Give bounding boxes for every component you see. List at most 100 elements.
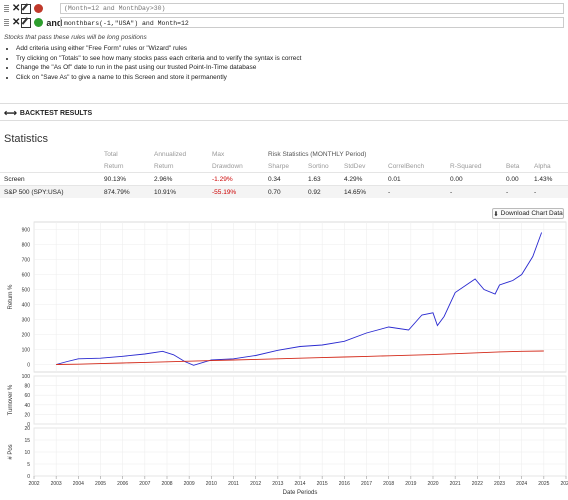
x-axis-label: Date Periods bbox=[283, 490, 318, 496]
cell-total: 874.79% bbox=[104, 185, 154, 198]
row-name: S&P 500 (SPY:USA) bbox=[0, 185, 104, 198]
header-sortino: Sortino bbox=[308, 162, 329, 170]
chart-panel-frame bbox=[33, 221, 567, 373]
cell-rsq: - bbox=[450, 185, 506, 198]
tip-item: Change the "As Of" date to run in the pa… bbox=[16, 63, 301, 73]
edit-icon[interactable] bbox=[21, 3, 32, 14]
and-label: and bbox=[46, 17, 63, 28]
x-tick-label: 2026 bbox=[560, 481, 568, 487]
x-tick-label: 2007 bbox=[139, 481, 150, 487]
rule-row-2: ✕ and bbox=[4, 16, 66, 29]
header-annualized: Annualized bbox=[154, 150, 187, 158]
y-tick-label: 5 bbox=[27, 462, 30, 468]
download-chart-data-button[interactable]: ⬇ Download Chart Data bbox=[492, 208, 564, 219]
y-tick-label: 40 bbox=[24, 403, 30, 409]
x-tick-label: 2005 bbox=[95, 481, 106, 487]
cell-sharpe: 0.70 bbox=[268, 185, 308, 198]
x-tick-label: 2016 bbox=[339, 481, 350, 487]
x-tick-label: 2022 bbox=[472, 481, 483, 487]
tip-item: Try clicking on "Totals" to see how many… bbox=[16, 54, 301, 64]
header-max: Max bbox=[212, 150, 225, 158]
backtest-label: BACKTEST RESULTS bbox=[19, 110, 93, 117]
cell-sharpe: 0.34 bbox=[268, 172, 308, 186]
y-axis-label: Return % bbox=[8, 284, 14, 310]
cell-correl: - bbox=[388, 185, 450, 198]
cell-beta: - bbox=[506, 185, 534, 198]
screen-return-line bbox=[56, 232, 543, 366]
header-rsquared: R-Squared bbox=[450, 162, 482, 170]
statistics-title: Statistics bbox=[4, 133, 49, 145]
table-row: S&P 500 (SPY:USA) 874.79% 10.91% -55.19%… bbox=[0, 185, 568, 198]
y-tick-label: 80 bbox=[24, 384, 30, 390]
x-tick-label: 2024 bbox=[516, 481, 527, 487]
y-tick-label: 100 bbox=[22, 348, 31, 354]
cell-correl: 0.01 bbox=[388, 172, 450, 186]
y-tick-label: 0 bbox=[27, 363, 30, 369]
x-tick-label: 2003 bbox=[51, 481, 62, 487]
rule-input-1[interactable] bbox=[60, 3, 564, 14]
tip-item: Click on "Save As" to give a name to thi… bbox=[16, 73, 301, 83]
header-alpha: Alpha bbox=[534, 162, 551, 170]
x-tick-label: 2004 bbox=[73, 481, 84, 487]
x-tick-label: 2012 bbox=[250, 481, 261, 487]
header-beta: Beta bbox=[506, 162, 520, 170]
cell-stddev: 4.29% bbox=[344, 172, 388, 186]
y-tick-label: 10 bbox=[24, 450, 30, 456]
cell-stddev: 14.65% bbox=[344, 185, 388, 198]
divider bbox=[0, 120, 568, 121]
y-tick-label: 200 bbox=[22, 333, 31, 339]
download-icon: ⬇ bbox=[493, 210, 499, 218]
download-label: Download Chart Data bbox=[500, 210, 563, 217]
tip-item: Add criteria using either "Free Form" ru… bbox=[16, 44, 301, 54]
y-tick-label: 600 bbox=[22, 273, 31, 279]
close-icon[interactable]: ✕ bbox=[12, 2, 21, 14]
backtest-toggle[interactable]: ⟷ BACKTEST RESULTS bbox=[4, 108, 92, 119]
status-dot-icon bbox=[34, 4, 44, 13]
x-tick-label: 2014 bbox=[294, 481, 305, 487]
x-tick-label: 2006 bbox=[117, 481, 128, 487]
cell-annual: 10.91% bbox=[154, 185, 212, 198]
x-tick-label: 2011 bbox=[228, 481, 239, 487]
risk-stats-header: Risk Statistics (MONTHLY Period) bbox=[268, 150, 367, 158]
drag-handle-icon[interactable] bbox=[4, 5, 9, 12]
y-tick-label: 20 bbox=[24, 426, 30, 432]
header-stddev: StdDev bbox=[344, 162, 366, 170]
x-tick-label: 2010 bbox=[206, 481, 217, 487]
y-tick-label: 500 bbox=[22, 288, 31, 294]
x-tick-label: 2023 bbox=[494, 481, 505, 487]
cell-maxdd: -1.29% bbox=[212, 172, 268, 186]
cell-alpha: - bbox=[534, 185, 568, 198]
table-row: Screen 90.13% 2.96% -1.29% 0.34 1.63 4.2… bbox=[0, 172, 568, 186]
cell-annual: 2.96% bbox=[154, 172, 212, 186]
x-tick-label: 2017 bbox=[361, 481, 372, 487]
x-tick-label: 2015 bbox=[317, 481, 328, 487]
y-axis-label: # Pos bbox=[8, 444, 14, 459]
cell-beta: 0.00 bbox=[506, 172, 534, 186]
y-axis-label: Turnover % bbox=[8, 384, 14, 415]
x-tick-label: 2019 bbox=[405, 481, 416, 487]
statistics-table: Total Annualized Max Risk Statistics (MO… bbox=[0, 148, 568, 198]
y-tick-label: 400 bbox=[22, 303, 31, 309]
header-sharpe: Sharpe bbox=[268, 162, 289, 170]
x-tick-label: 2021 bbox=[450, 481, 461, 487]
row-name: Screen bbox=[0, 172, 104, 186]
y-tick-label: 15 bbox=[24, 438, 30, 444]
y-tick-label: 700 bbox=[22, 258, 31, 264]
cell-sortino: 1.63 bbox=[308, 172, 344, 186]
y-tick-label: 20 bbox=[24, 412, 30, 418]
close-icon[interactable]: ✕ bbox=[12, 16, 21, 28]
rule-input-2[interactable]: monthbars(-1,"USA") and Month=12 bbox=[60, 17, 564, 28]
status-dot-icon bbox=[34, 18, 44, 27]
y-tick-label: 300 bbox=[22, 318, 31, 324]
drag-handle-icon[interactable] bbox=[4, 19, 9, 26]
tips-list: Add criteria using either "Free Form" ru… bbox=[6, 44, 301, 82]
chart-panel-frame bbox=[33, 427, 567, 477]
rule-row-1: ✕ bbox=[4, 2, 46, 15]
edit-icon[interactable] bbox=[21, 17, 32, 28]
cell-total: 90.13% bbox=[104, 172, 154, 186]
x-tick-label: 2020 bbox=[427, 481, 438, 487]
header-correlbench: CorrelBench bbox=[388, 162, 425, 170]
y-tick-label: 900 bbox=[22, 228, 31, 234]
expand-arrows-icon: ⟷ bbox=[4, 108, 17, 118]
benchmark-return-line bbox=[56, 350, 544, 365]
